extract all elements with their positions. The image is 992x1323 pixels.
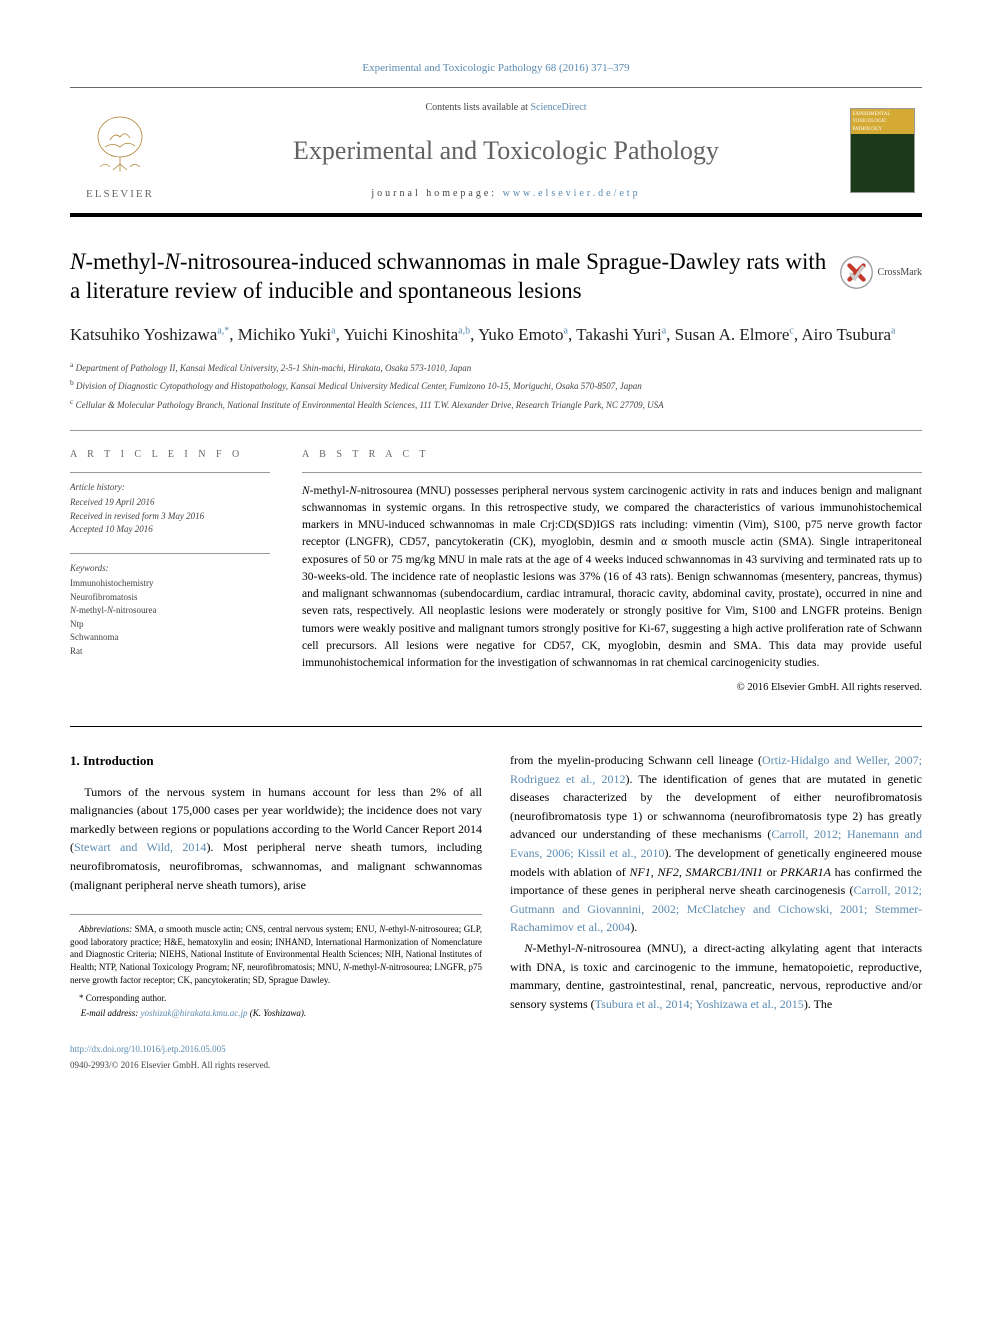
affiliation-c: c Cellular & Molecular Pathology Branch,… <box>70 397 922 412</box>
authors: Katsuhiko Yoshizawaa,*, Michiko Yukia, Y… <box>70 322 922 348</box>
copyright: © 2016 Elsevier GmbH. All rights reserve… <box>302 680 922 696</box>
article-title: N-methyl-N-nitrosourea-induced schwannom… <box>70 247 922 307</box>
info-rule <box>70 553 270 554</box>
body-col-right: from the myelin-producing Schwann cell l… <box>510 751 922 1072</box>
header-center: Contents lists available at ScienceDirec… <box>170 88 842 213</box>
email-line: E-mail address: yoshizak@hirakata.kmu.ac… <box>70 1007 482 1020</box>
doi-link[interactable]: http://dx.doi.org/10.1016/j.etp.2016.05.… <box>70 1044 226 1054</box>
keyword: Schwannoma <box>70 632 119 642</box>
body-columns: 1. Introduction Tumors of the nervous sy… <box>70 751 922 1072</box>
homepage-link[interactable]: www.elsevier.de/etp <box>503 188 641 199</box>
journal-cover-thumbnail: EXPERIMENTAL TOXICOLOGIC PATHOLOGY <box>842 88 922 213</box>
abstract-text: N-methyl-N-nitrosourea (MNU) possesses p… <box>302 483 922 673</box>
article-info-head: A R T I C L E I N F O <box>70 447 270 462</box>
affiliations: a Department of Pathology II, Kansai Med… <box>70 360 922 412</box>
homepage-prefix: journal homepage: <box>371 188 502 199</box>
intro-p1: Tumors of the nervous system in humans a… <box>70 783 482 895</box>
affiliation-b: b Division of Diagnostic Cytopathology a… <box>70 378 922 393</box>
issn-line: 0940-2993/© 2016 Elsevier GmbH. All righ… <box>70 1059 482 1073</box>
abbreviations: Abbreviations: SMA, α smooth muscle acti… <box>70 923 482 986</box>
article-history: Article history: Received 19 April 2016 … <box>70 481 270 537</box>
intro-p3: N-Methyl-N-nitrosourea (MNU), a direct-a… <box>510 939 922 1013</box>
email-link[interactable]: yoshizak@hirakata.kmu.ac.jp <box>140 1008 247 1018</box>
history-line: Received 19 April 2016 <box>70 497 155 507</box>
corresponding-author: * Corresponding author. <box>70 992 482 1005</box>
sciencedirect-link[interactable]: ScienceDirect <box>530 102 586 113</box>
article-info: A R T I C L E I N F O Article history: R… <box>70 447 270 697</box>
elsevier-logo: ELSEVIER <box>70 88 170 213</box>
contents-available: Contents lists available at ScienceDirec… <box>170 100 842 115</box>
keyword: Immunohistochemistry <box>70 578 154 588</box>
info-rule <box>70 472 270 473</box>
doi-block: http://dx.doi.org/10.1016/j.etp.2016.05.… <box>70 1043 482 1072</box>
journal-reference: Experimental and Toxicologic Pathology 6… <box>70 60 922 77</box>
crossmark-label: CrossMark <box>878 266 922 279</box>
email-suffix: (K. Yoshizawa). <box>247 1008 306 1018</box>
history-label: Article history: <box>70 481 270 495</box>
keyword: Neurofibromatosis <box>70 592 138 602</box>
body-col-left: 1. Introduction Tumors of the nervous sy… <box>70 751 482 1072</box>
elsevier-tree-icon <box>85 112 155 182</box>
cover-image: EXPERIMENTAL TOXICOLOGIC PATHOLOGY <box>850 108 915 193</box>
keywords: Keywords: Immunohistochemistry Neurofibr… <box>70 562 270 659</box>
intro-p2: from the myelin-producing Schwann cell l… <box>510 751 922 937</box>
footnotes: Abbreviations: SMA, α smooth muscle acti… <box>70 914 482 1019</box>
history-line: Received in revised form 3 May 2016 <box>70 511 204 521</box>
citation-text: 68 (2016) 371–379 <box>543 62 630 74</box>
contents-prefix: Contents lists available at <box>425 102 530 113</box>
title-text: N-methyl-N-nitrosourea-induced schwannom… <box>70 249 826 304</box>
crossmark-badge[interactable]: CrossMark <box>839 255 922 290</box>
crossmark-icon <box>839 255 874 290</box>
divider <box>70 430 922 431</box>
journal-header: ELSEVIER Contents lists available at Sci… <box>70 87 922 217</box>
journal-title: Experimental and Toxicologic Pathology <box>170 131 842 170</box>
keyword: Rat <box>70 646 83 656</box>
intro-heading: 1. Introduction <box>70 751 482 771</box>
keyword: N-methyl-N-nitrosourea <box>70 605 157 615</box>
history-line: Accepted 10 May 2016 <box>70 524 153 534</box>
body-divider <box>70 726 922 727</box>
abstract: A B S T R A C T N-methyl-N-nitrosourea (… <box>302 447 922 697</box>
keywords-label: Keywords: <box>70 562 270 576</box>
abstract-rule <box>302 472 922 473</box>
affiliation-a: a Department of Pathology II, Kansai Med… <box>70 360 922 375</box>
journal-name-link[interactable]: Experimental and Toxicologic Pathology <box>362 62 542 74</box>
email-label: E-mail address: <box>81 1008 141 1018</box>
article-meta: A R T I C L E I N F O Article history: R… <box>70 447 922 697</box>
journal-homepage: journal homepage: www.elsevier.de/etp <box>170 186 842 201</box>
elsevier-label: ELSEVIER <box>86 186 154 203</box>
abstract-head: A B S T R A C T <box>302 447 922 462</box>
keyword: Ntp <box>70 619 84 629</box>
